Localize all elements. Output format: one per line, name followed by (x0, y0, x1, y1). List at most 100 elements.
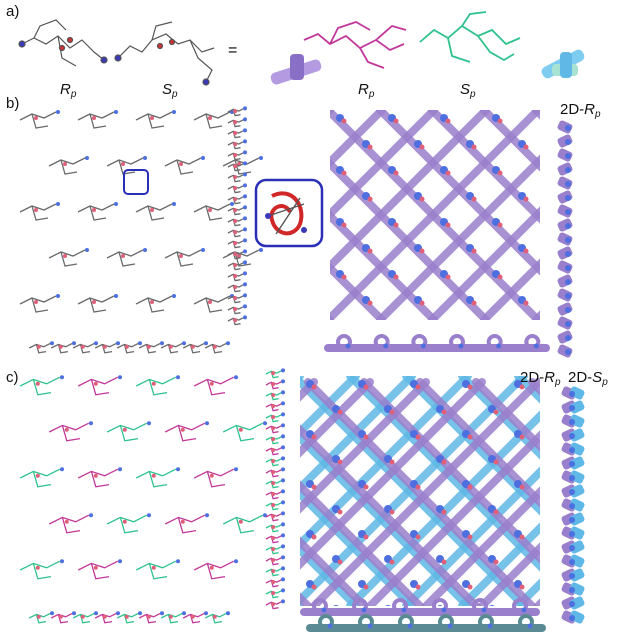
rod (330, 110, 490, 272)
node-blue (569, 461, 575, 467)
rod (376, 154, 540, 320)
node-red (367, 300, 373, 306)
tag-2d-sp-c: 2D-Sp (568, 369, 608, 388)
label-rp-2: Rp (358, 81, 375, 100)
node-blue (447, 623, 453, 629)
node-blue (569, 475, 575, 481)
molecule-cluster (72, 611, 98, 624)
node-blue (569, 405, 575, 411)
node-blue (540, 455, 548, 463)
node-red (445, 118, 451, 124)
rod-ring (352, 598, 368, 614)
node-red (415, 584, 421, 590)
molecule-cluster (135, 294, 176, 313)
node-blue (565, 181, 571, 187)
node-red (341, 274, 347, 280)
molecule-cluster (227, 260, 247, 271)
panel-c-ballstick-lattice (19, 375, 267, 580)
molecule-rp-magenta (303, 21, 407, 69)
panel-c-side-view-column (265, 368, 285, 610)
rod (300, 592, 314, 606)
node-red (393, 118, 399, 124)
molecule-cluster (50, 341, 76, 354)
rod (428, 206, 540, 320)
molecule-cluster (19, 375, 64, 396)
molecule-cluster (164, 513, 209, 534)
rod (532, 110, 540, 120)
rod-ring (432, 598, 448, 614)
rod (300, 376, 416, 494)
molecule-cluster (50, 611, 76, 624)
rod (300, 376, 472, 550)
node-blue (569, 615, 575, 621)
molecule-cluster (265, 390, 285, 401)
node-red (497, 170, 503, 176)
rod (346, 410, 540, 606)
molecule-cluster (265, 511, 285, 522)
rod (532, 310, 540, 320)
node-red (467, 534, 473, 540)
node-blue (565, 209, 571, 215)
rod (330, 210, 438, 320)
node-red (493, 459, 499, 465)
molecule-cluster (77, 202, 118, 221)
node-red (389, 459, 395, 465)
molecule-cluster (265, 544, 285, 555)
node-blue (521, 607, 527, 613)
rod (480, 258, 540, 320)
helix-segment (557, 274, 573, 288)
node-red (519, 484, 525, 490)
molecule-cluster (193, 375, 238, 396)
node-red (519, 384, 525, 390)
molecule-cluster (265, 368, 285, 379)
node-blue (565, 125, 571, 131)
molecule-cluster (265, 467, 285, 478)
node-blue (565, 251, 571, 257)
molecule-cluster (227, 227, 247, 238)
rod (300, 378, 430, 514)
node-red (493, 559, 499, 565)
helix (561, 386, 585, 624)
rod (330, 110, 438, 220)
panel-a-molecules: = (18, 11, 585, 86)
panel-c-rod-bottom-view (300, 598, 546, 632)
molecule-cluster (106, 248, 147, 267)
node-red (363, 584, 369, 590)
node-blue (569, 503, 575, 509)
node-red (445, 170, 451, 176)
molecule-cluster (227, 183, 247, 194)
molecule-cluster (265, 423, 285, 434)
molecule-cluster (265, 566, 285, 577)
rod-row (324, 334, 550, 352)
rod (420, 486, 540, 606)
molecule-cluster (227, 161, 247, 172)
rod (300, 378, 318, 402)
molecule-cluster (265, 401, 285, 412)
node-red (337, 559, 343, 565)
molecule-cluster (135, 110, 176, 129)
rod (300, 378, 486, 570)
molecule-cluster (222, 421, 267, 442)
label-rp-1: Rp (60, 81, 77, 100)
molecule-cluster (19, 467, 64, 488)
molecule-cluster (204, 341, 230, 354)
helix-segment (557, 330, 573, 344)
node-blue (533, 343, 539, 349)
panel-c-graphics (19, 368, 585, 632)
node-red (389, 409, 395, 415)
molecule-cluster (164, 156, 205, 175)
node-blue (420, 343, 426, 349)
node-blue (565, 279, 571, 285)
helix-segment (557, 246, 573, 260)
molecule-cluster (265, 489, 285, 500)
node-blue (481, 607, 487, 613)
node-blue (569, 419, 575, 425)
molecule-cluster (265, 445, 285, 456)
node-blue (540, 505, 548, 513)
molecule-cluster (28, 611, 54, 624)
helix-segment (557, 162, 573, 176)
molecule-cluster (265, 412, 285, 423)
equals-sign: = (228, 42, 237, 59)
helix-segment (557, 148, 573, 162)
